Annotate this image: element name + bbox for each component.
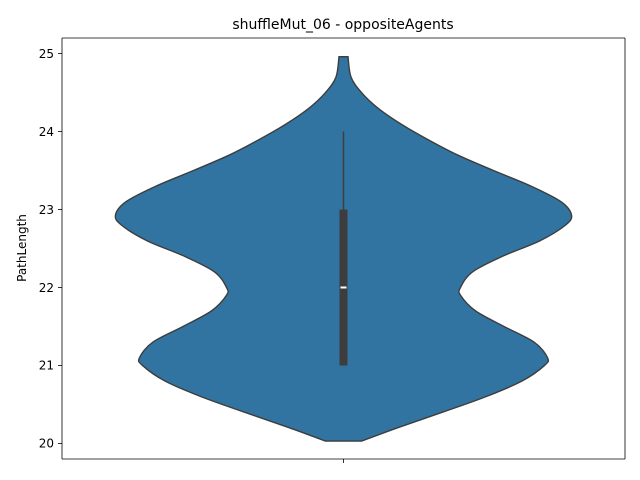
y-tick-label: 20 [39, 437, 54, 451]
y-tick-label: 21 [39, 359, 54, 373]
y-axis: 20 21 22 23 24 25 [39, 47, 62, 451]
y-tick-label: 22 [39, 281, 54, 295]
y-axis-label: PathLength [15, 214, 29, 282]
y-tick-label: 23 [39, 203, 54, 217]
y-tick-label: 25 [39, 47, 54, 61]
chart-title: shuffleMut_06 - oppositeAgents [232, 17, 453, 33]
plot-area [114, 56, 573, 442]
y-tick-label: 24 [39, 125, 54, 139]
